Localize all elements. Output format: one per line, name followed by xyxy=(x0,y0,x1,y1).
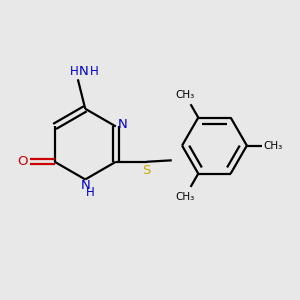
Text: S: S xyxy=(142,164,151,176)
Text: H: H xyxy=(70,64,79,78)
Text: N: N xyxy=(80,179,90,192)
Text: O: O xyxy=(17,155,28,168)
Text: N: N xyxy=(79,64,88,78)
Text: CH₃: CH₃ xyxy=(176,192,195,202)
Text: CH₃: CH₃ xyxy=(264,141,283,151)
Text: N: N xyxy=(117,118,127,130)
Text: CH₃: CH₃ xyxy=(176,90,195,100)
Text: H: H xyxy=(86,186,95,199)
Text: H: H xyxy=(90,64,98,78)
